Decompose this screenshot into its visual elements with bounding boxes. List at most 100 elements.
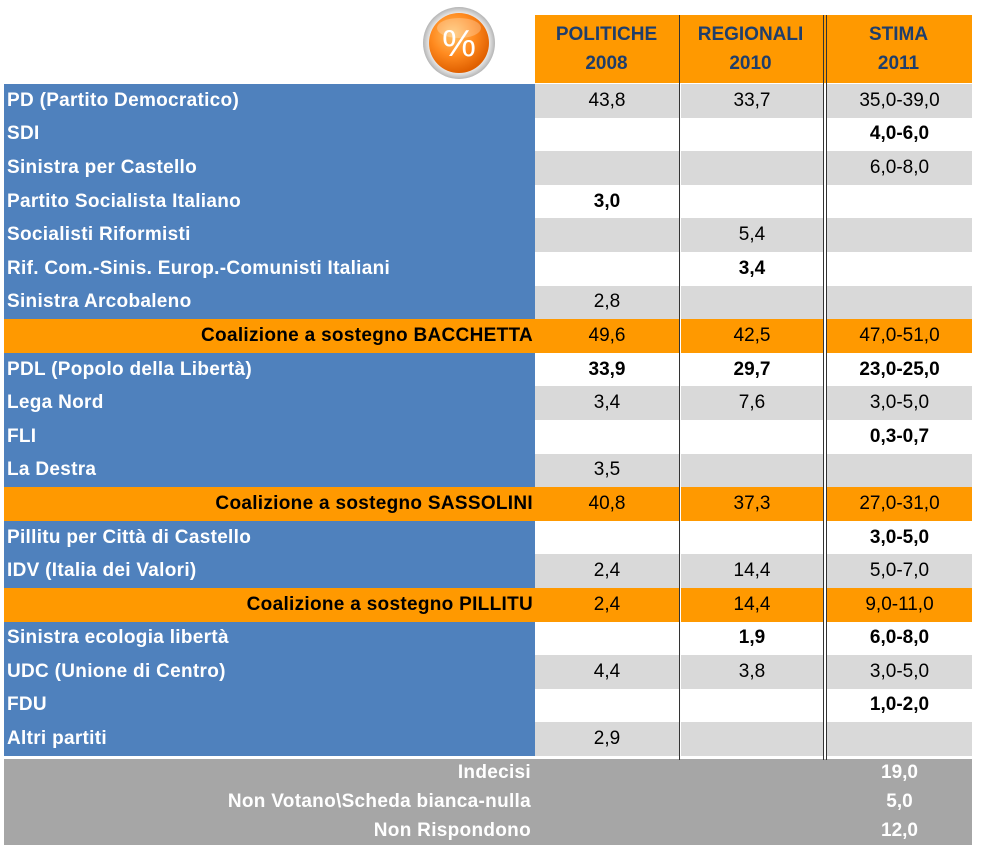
row-label: UDC (Unione di Centro) — [4, 655, 535, 689]
footer-label: Indecisi — [457, 762, 531, 784]
row-label: Sinistra per Castello — [4, 151, 535, 185]
row-label: FDU — [4, 688, 535, 723]
column-divider — [826, 15, 827, 760]
table-cell — [827, 184, 972, 219]
table-cell: 2,9 — [535, 722, 679, 756]
coalition-row: Coalizione a sostegno SASSOLINI 40,8 37,3 2… — [4, 487, 972, 521]
table-cell: 33,7 — [681, 84, 823, 118]
coalition-row: Coalizione a sostegno BACCHETTA 49,6 42,5 4… — [4, 319, 972, 353]
footer-row: Non Rispondono 12,0 — [4, 816, 972, 845]
row-label: PDL (Popolo della Libertà) — [4, 352, 535, 387]
column-divider — [823, 15, 824, 760]
table-cell — [535, 688, 679, 723]
table-row: FDU 1,0-2,0 — [4, 688, 972, 723]
table-cell: 33,9 — [535, 352, 679, 387]
row-label: Partito Socialista Italiano — [4, 184, 535, 219]
table-cell: 1,9 — [681, 621, 823, 656]
table-cell — [827, 285, 972, 320]
row-label: Coalizione a sostegno PILLITU — [4, 587, 535, 622]
table-cell: 2,8 — [535, 285, 679, 320]
table-cell: 3,5 — [535, 453, 679, 488]
table-row: Sinistra ecologia libertà 1,9 6,0-8,0 — [4, 621, 972, 656]
table-cell: 7,6 — [681, 386, 823, 420]
table-cell: 9,0-11,0 — [827, 587, 972, 622]
column-header-stima-2011: STIMA 2011 — [825, 15, 972, 83]
table-cell — [681, 419, 823, 454]
table-cell — [827, 251, 972, 286]
table-cell — [681, 520, 823, 555]
row-label: Sinistra Arcobaleno — [4, 285, 535, 320]
table-cell: 5,0-7,0 — [827, 554, 972, 588]
table-cell — [535, 520, 679, 555]
table-row: Altri partiti 2,9 — [4, 722, 972, 756]
row-label: La Destra — [4, 453, 535, 488]
table-cell — [535, 419, 679, 454]
table-cell: 23,0-25,0 — [827, 352, 972, 387]
table-cell — [535, 251, 679, 286]
table-row: Sinistra per Castello 6,0-8,0 — [4, 151, 972, 185]
table-cell: 6,0-8,0 — [827, 621, 972, 656]
table-cell: 37,3 — [681, 487, 823, 521]
table-row: Sinistra Arcobaleno 2,8 — [4, 285, 972, 320]
column-header-line1: POLITICHE — [555, 24, 658, 45]
table-cell: 3,0 — [535, 184, 679, 219]
row-label: Coalizione a sostegno SASSOLINI — [4, 487, 535, 521]
table-cell — [681, 453, 823, 488]
column-header-line1: REGIONALI — [697, 24, 804, 45]
footer-value: 5,0 — [886, 791, 913, 813]
row-label: PD (Partito Democratico) — [4, 84, 535, 118]
row-label: Lega Nord — [4, 386, 535, 420]
row-label: Sinistra ecologia libertà — [4, 621, 535, 656]
column-header-line1: STIMA — [868, 24, 929, 45]
table-cell — [827, 218, 972, 252]
row-label: Socialisti Riformisti — [4, 218, 535, 252]
table-cell: 3,0-5,0 — [827, 655, 972, 689]
column-header-line2: 2011 — [877, 53, 920, 74]
table-cell — [681, 151, 823, 185]
table-cell — [535, 218, 679, 252]
row-label: FLI — [4, 419, 535, 454]
table-row: Lega Nord 3,4 7,6 3,0-5,0 — [4, 386, 972, 420]
table-cell: 2,4 — [535, 554, 679, 588]
table-cell: 3,4 — [535, 386, 679, 420]
row-label: Rif. Com.-Sinis. Europ.-Comunisti Italia… — [4, 251, 535, 286]
row-label: Pillitu per Città di Castello — [4, 520, 535, 555]
table-cell: 47,0-51,0 — [827, 319, 972, 353]
table-cell: 27,0-31,0 — [827, 487, 972, 521]
row-label: Coalizione a sostegno BACCHETTA — [4, 319, 535, 353]
table-cell: 14,4 — [681, 587, 823, 622]
table-row: FLI 0,3-0,7 — [4, 419, 972, 454]
table-cell — [681, 285, 823, 320]
table-cell: 3,4 — [681, 251, 823, 286]
table-cell: 14,4 — [681, 554, 823, 588]
table-cell: 40,8 — [535, 487, 679, 521]
footer-value: 19,0 — [881, 762, 918, 784]
table-cell: 49,6 — [535, 319, 679, 353]
table-cell — [681, 117, 823, 152]
table-cell: 3,0-5,0 — [827, 386, 972, 420]
table-row: SDI 4,0-6,0 — [4, 117, 972, 152]
percent-symbol: % — [442, 23, 476, 65]
table-cell: 6,0-8,0 — [827, 151, 972, 185]
table-cell — [681, 184, 823, 219]
table-row: Pillitu per Città di Castello 3,0-5,0 — [4, 520, 972, 555]
table-cell — [535, 621, 679, 656]
table-row: Partito Socialista Italiano 3,0 — [4, 184, 972, 219]
table-cell — [681, 722, 823, 756]
coalition-row: Coalizione a sostegno PILLITU 2,4 14,4 9,0-… — [4, 587, 972, 622]
table-cell: 29,7 — [681, 352, 823, 387]
results-table: PD (Partito Democratico) 43,8 33,7 35,0-39,… — [4, 84, 972, 756]
row-label: Altri partiti — [4, 722, 535, 756]
column-header-line2: 2008 — [585, 53, 628, 74]
table-row: UDC (Unione di Centro) 4,4 3,8 3,0-5,0 — [4, 655, 972, 689]
table-row: PD (Partito Democratico) 43,8 33,7 35,0-39,… — [4, 84, 972, 118]
table-row: IDV (Italia dei Valori) 2,4 14,4 5,0-7,0 — [4, 554, 972, 588]
table-cell: 1,0-2,0 — [827, 688, 972, 723]
row-label: SDI — [4, 117, 535, 152]
table-cell: 3,8 — [681, 655, 823, 689]
table-row: Rif. Com.-Sinis. Europ.-Comunisti Italia… — [4, 251, 972, 286]
table-footer: Indecisi 19,0 Non Votano\Scheda bianca-nul… — [4, 759, 972, 845]
table-header: POLITICHE 2008 REGIONALI 2010 STIMA 2011 — [535, 15, 972, 83]
table-cell — [535, 151, 679, 185]
table-cell — [827, 453, 972, 488]
